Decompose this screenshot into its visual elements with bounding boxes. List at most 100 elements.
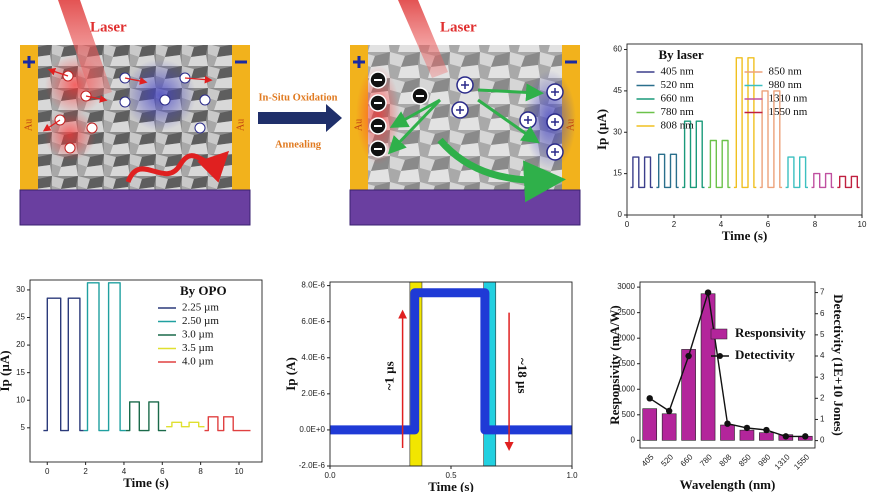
x-tick-label: 6 [766,220,771,229]
y2-tick-label: 7 [820,288,825,297]
legend-label: 3.5 µm [182,342,214,354]
legend-label: Responsivity [735,325,806,340]
arrow [124,77,148,85]
y-tick-label: 0 [618,210,623,219]
legend-label: 980 nm [769,79,803,91]
y2-tick-label: 6 [820,309,825,318]
y-tick-label: 2500 [617,308,635,317]
electrode-label: Au [235,119,246,131]
marker [743,424,751,432]
marker [646,395,653,402]
substrate [349,189,581,226]
series-line [682,120,705,189]
plot-frame [329,281,573,467]
plot-frame [639,281,816,449]
arrow [85,95,108,103]
y-tick-label: 500 [622,410,636,419]
schematic-left: Laser Au Au [19,0,251,226]
legend-label: 1310 nm [769,93,808,105]
y-tick-label: 0 [631,435,636,444]
chart-panel: 0 15 30 45 60 0 2 4 6 8 10 Time (s) Ip (µA) By laser 4… [594,43,867,243]
legend-label: 3.0 µm [182,329,214,341]
y-tick-label: 25 [16,313,25,322]
y2-tick-label: 2 [820,393,825,402]
chart-panel: -2.0E-6 0.0E+0 2.0E-6 4.0E-6 6.0E-6 8.0E-6 0.0… [283,281,578,492]
y-tick-label: 15 [613,169,622,178]
y-tick-label: 2.0E-6 [301,389,325,398]
y2-tick-label: 4 [820,351,825,360]
hole [159,94,171,106]
schematic-right: Laser Au Au [349,0,581,226]
laser-label: Laser [90,19,127,35]
legend-label: 1550 nm [769,106,808,118]
y2-tick-label: 5 [820,330,825,339]
arrow [389,98,441,128]
bar [759,432,774,441]
x-tick-label: 1550 [792,452,811,471]
x-tick-label: 2 [83,467,88,476]
arrow [184,75,213,84]
y-tick-label: 1000 [617,384,635,393]
x-tick-label: 8 [813,220,818,229]
y-tick-label: 15 [16,368,25,377]
arrow [47,67,69,77]
marker [724,420,731,427]
legend-label: 2.25 µm [182,302,219,314]
laser-beam [58,0,112,98]
series-line [733,57,757,189]
laser-beam [398,0,448,78]
substrate [19,189,251,226]
hole [194,122,206,134]
y-axis-label: Ip (µA) [594,109,609,150]
legend-title: By OPO [180,283,227,298]
electrode-label: Au [23,119,34,131]
legend-label: 4.0 µm [182,356,214,368]
series-line [837,175,860,189]
x-tick-label: 0 [625,220,630,229]
series-line [708,139,731,189]
y-tick-label: 1500 [617,359,635,368]
minus-signs [374,79,424,150]
series-line [656,153,679,189]
arrow [42,119,61,132]
y-tick-label: 3000 [617,282,635,291]
series-line [83,282,126,432]
x-tick-label: 10 [858,220,867,229]
annotation: ~18 µs [515,358,530,394]
y-tick-label: 45 [613,86,622,95]
chart-panel: 5 10 15 20 25 30 0 2 4 6 8 10 Time (s) Ip (µA) By OPO 2… [0,279,263,490]
y-axis-label: Responsivity (mA/W) [607,305,622,425]
y-tick-label: 10 [16,395,25,404]
y2-tick-label: 1 [820,415,825,424]
x-tick-label: 405 [640,452,656,468]
bar [739,429,755,441]
legend-label: 2.50 µm [182,315,219,327]
process-arrow: In-Situ Oxidation Annealing [258,92,342,150]
legend-title: By laser [659,47,704,62]
plot-frame [626,43,863,216]
legend-label: Detectivity [735,347,795,362]
legend-marker [717,353,723,359]
electrode-label: Au [353,119,364,131]
y-tick-label: 60 [613,45,622,54]
y-tick-label: 2000 [617,333,635,342]
series-line [785,156,808,189]
process-label: In-Situ Oxidation [258,92,337,103]
x-tick-label: 6 [160,467,165,476]
legend-label: 808 nm [661,120,695,132]
x-tick-label: 850 [737,452,753,468]
bar [661,413,677,441]
series-line [125,401,167,432]
plus-signs [456,81,559,156]
x-tick-label: 1310 [773,452,792,471]
x-tick-label: 980 [756,452,772,468]
hole [199,94,211,106]
y-tick-label: 30 [613,127,622,136]
y2-axis-label: Detectivity (1E+10 Jones) [831,294,846,436]
x-tick-label: 4 [122,467,127,476]
laser-label: Laser [440,19,477,35]
x-tick-label: 8 [198,467,203,476]
bar [700,293,716,441]
x-axis-label: Time (s) [123,475,169,490]
y-tick-label: 5 [21,423,26,432]
